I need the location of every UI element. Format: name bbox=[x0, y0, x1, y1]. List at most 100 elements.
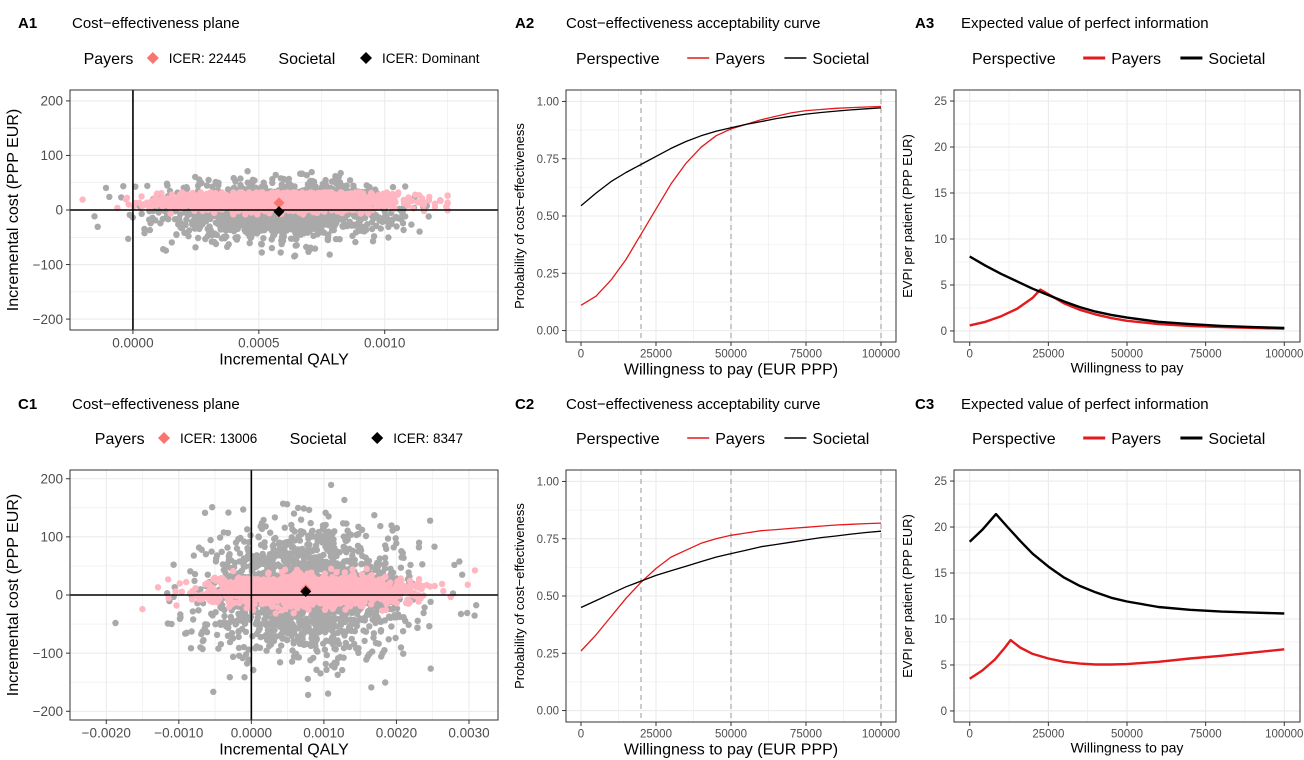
cloud-societal-point bbox=[425, 213, 432, 220]
cloud-societal-point bbox=[222, 569, 229, 577]
cloud-payers bbox=[139, 565, 479, 617]
cloud-societal-point bbox=[326, 222, 333, 229]
cloud-societal-point bbox=[385, 223, 392, 230]
cloud-societal-point bbox=[323, 616, 330, 623]
cloud-payers-point bbox=[444, 199, 451, 206]
x-tick-label: 100000 bbox=[862, 349, 900, 361]
cloud-payers-point bbox=[405, 194, 412, 201]
cloud-societal-point bbox=[473, 602, 480, 609]
cloud-societal-point bbox=[173, 231, 180, 239]
cloud-societal-point bbox=[283, 636, 291, 644]
cloud-societal-point bbox=[314, 537, 321, 544]
cloud-societal-point bbox=[202, 551, 210, 558]
cloud-payers-point bbox=[289, 207, 297, 215]
cloud-societal-point bbox=[264, 562, 272, 570]
cloud-societal-point bbox=[398, 548, 405, 555]
cloud-societal-point bbox=[369, 238, 377, 245]
cloud-payers bbox=[79, 189, 451, 218]
cloud-societal-point bbox=[359, 552, 366, 560]
cloud-payers-point bbox=[380, 197, 388, 204]
cloud-payers-point bbox=[345, 204, 353, 211]
cloud-societal-point bbox=[213, 631, 221, 639]
cloud-societal-point bbox=[260, 221, 268, 228]
cloud-payers-point bbox=[190, 200, 198, 207]
cloud-societal-point bbox=[340, 654, 347, 661]
cloud-societal-point bbox=[327, 481, 335, 489]
y-tick-label: 1.00 bbox=[537, 96, 559, 108]
cloud-societal-point bbox=[340, 543, 347, 550]
cloud-societal-point bbox=[240, 643, 248, 651]
cloud-payers-point bbox=[230, 211, 237, 218]
legend-icer-payers: ICER: 13006 bbox=[180, 431, 257, 446]
cloud-societal-point bbox=[298, 531, 305, 538]
cloud-societal-point bbox=[426, 623, 433, 630]
cloud-societal-point bbox=[393, 223, 400, 230]
cloud-societal-point bbox=[126, 211, 133, 219]
cloud-societal-point bbox=[225, 509, 232, 516]
cloud-societal-point bbox=[291, 537, 298, 544]
cloud-payers-point bbox=[207, 200, 214, 207]
cloud-societal-point bbox=[259, 550, 266, 558]
cloud-societal-point bbox=[323, 666, 330, 673]
cloud-societal-point bbox=[282, 621, 289, 628]
cloud-societal-point bbox=[230, 228, 238, 235]
cloud-societal-point bbox=[333, 548, 340, 555]
cloud-payers-point bbox=[323, 192, 331, 200]
cloud-societal-point bbox=[261, 616, 268, 623]
mean-marker-payers bbox=[273, 197, 285, 209]
cloud-societal-point bbox=[361, 617, 368, 624]
legend-title: Perspective bbox=[576, 51, 660, 68]
cloud-societal-point bbox=[307, 519, 314, 527]
cloud-societal-point bbox=[400, 554, 407, 561]
cloud-societal-point bbox=[260, 235, 267, 242]
cloud-societal-point bbox=[339, 666, 346, 674]
cloud-societal-point bbox=[366, 623, 373, 630]
cloud-payers-point bbox=[138, 193, 145, 200]
cloud-societal-point bbox=[415, 539, 423, 546]
cloud-societal-point bbox=[347, 531, 355, 538]
cloud-societal-point bbox=[194, 234, 202, 242]
cloud-societal-point bbox=[125, 235, 132, 242]
x-tick-label: 25000 bbox=[1032, 349, 1064, 361]
x-axis-label: Willingness to pay (EUR PPP) bbox=[624, 362, 838, 379]
cloud-societal-point bbox=[200, 636, 207, 644]
cloud-payers-point bbox=[326, 203, 334, 210]
x-tick-label: 25000 bbox=[640, 349, 672, 361]
cloud-societal-point bbox=[290, 510, 298, 517]
cloud-societal-point bbox=[226, 551, 233, 558]
cloud-societal-point bbox=[214, 220, 221, 227]
cloud-societal-point bbox=[281, 524, 288, 531]
y-tick-label: 200 bbox=[40, 94, 63, 109]
cloud-payers-point bbox=[130, 203, 138, 210]
cloud-societal-point bbox=[297, 516, 305, 523]
legend-key-payers bbox=[146, 52, 159, 64]
cloud-payers-point bbox=[79, 196, 86, 203]
cloud-societal-point bbox=[269, 543, 277, 550]
x-axis-label: Incremental QALY bbox=[219, 352, 349, 369]
x-tick-label: 75000 bbox=[790, 349, 822, 361]
cloud-societal-point bbox=[296, 640, 304, 647]
cloud-societal-point bbox=[351, 222, 359, 229]
cloud-societal bbox=[91, 168, 432, 260]
cloud-societal-point bbox=[279, 628, 286, 635]
cloud-societal-point bbox=[324, 236, 331, 243]
plot-area bbox=[969, 255, 1285, 330]
cloud-societal-point bbox=[190, 616, 197, 623]
cloud-societal-point bbox=[400, 650, 407, 657]
cloud-payers-point bbox=[383, 189, 391, 196]
cloud-societal-point bbox=[333, 660, 340, 667]
cloud-societal-point bbox=[291, 183, 298, 190]
cloud-payers-point bbox=[358, 202, 365, 210]
cloud-societal-point bbox=[327, 549, 335, 557]
cloud-societal-point bbox=[408, 221, 415, 228]
cloud-societal-point bbox=[245, 656, 252, 663]
cloud-societal-point bbox=[310, 178, 318, 185]
cloud-societal-point bbox=[187, 645, 195, 652]
cloud-payers-point bbox=[436, 196, 444, 204]
cloud-payers-point bbox=[322, 197, 329, 205]
y-tick-label: −100 bbox=[33, 257, 63, 272]
cloud-societal-point bbox=[381, 554, 389, 561]
cloud-societal-point bbox=[164, 182, 171, 189]
